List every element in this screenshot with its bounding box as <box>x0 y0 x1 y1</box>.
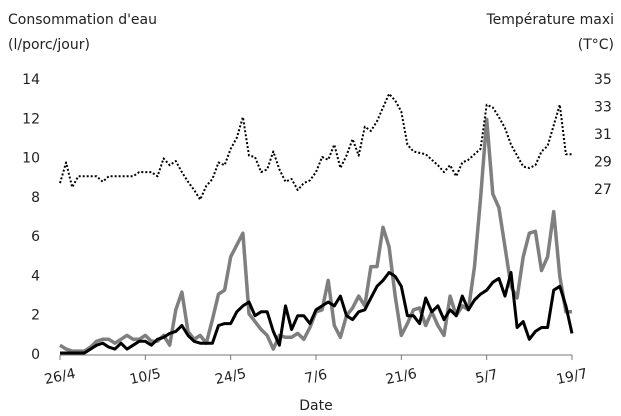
y-axis-title: (l/porc/jour) <box>8 37 90 53</box>
y-tick-label: 0 <box>31 347 40 363</box>
x-tick-label: 19/7 <box>555 366 589 388</box>
series-line <box>60 271 574 355</box>
y-tick-label: 14 <box>22 72 40 88</box>
y2-tick-label: 31 <box>594 127 612 143</box>
y2-tick-label: 35 <box>594 72 612 88</box>
y2-tick-label: 29 <box>594 155 612 171</box>
series-line <box>59 92 572 201</box>
x-tick-label: 10/5 <box>128 366 162 388</box>
y2-axis-title: (T°C) <box>578 37 614 53</box>
series-line <box>59 117 572 353</box>
x-tick-label: 21/6 <box>384 366 418 388</box>
y-tick-label: 4 <box>31 268 40 284</box>
x-tick-label: 26/4 <box>43 366 77 388</box>
x-axis-title: Date <box>299 398 332 414</box>
x-tick-label: 7/6 <box>303 367 328 387</box>
y-tick-label: 2 <box>31 308 40 324</box>
y-tick-label: 8 <box>31 190 40 206</box>
y2-tick-label: 33 <box>594 100 612 116</box>
x-tick-label: 5/7 <box>474 367 499 387</box>
y2-axis-title: Température maxi <box>485 12 614 28</box>
y2-tick-label: 27 <box>594 182 612 198</box>
y-tick-label: 10 <box>22 151 40 167</box>
y-tick-label: 6 <box>31 229 40 245</box>
y-axis-title: Consommation d'eau <box>8 12 157 28</box>
x-tick-label: 24/5 <box>214 366 248 388</box>
y-tick-label: 12 <box>22 111 40 127</box>
